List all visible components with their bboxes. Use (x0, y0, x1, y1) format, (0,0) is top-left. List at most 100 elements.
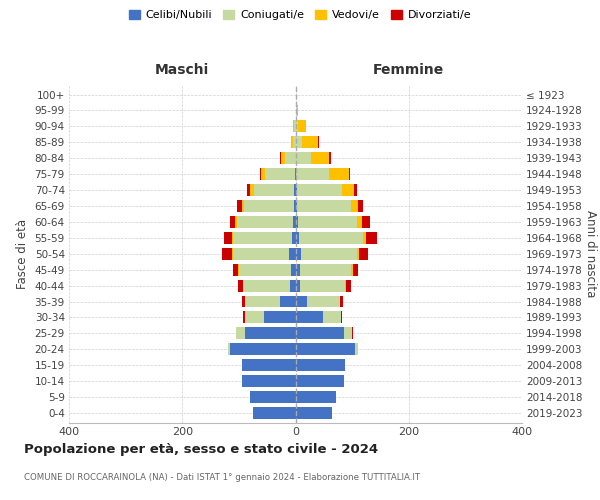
Bar (329, 152, 331, 164)
Bar (261, 168, 265, 180)
Bar (300, 264, 351, 276)
Bar (362, 216, 370, 228)
Bar (242, 375, 296, 387)
Bar (355, 344, 358, 355)
Bar (293, 216, 296, 228)
Bar (296, 359, 346, 371)
Bar (341, 312, 342, 324)
Bar (260, 168, 261, 180)
Bar (233, 232, 292, 244)
Bar (286, 152, 296, 164)
Bar (295, 120, 296, 132)
Bar (296, 391, 336, 403)
Bar (293, 136, 296, 148)
Bar (280, 296, 296, 308)
Text: COMUNE DI ROCCARAINOLA (NA) - Dati ISTAT 1° gennaio 2024 - Elaborazione TUTTITAL: COMUNE DI ROCCARAINOLA (NA) - Dati ISTAT… (24, 472, 420, 482)
Bar (242, 359, 296, 371)
Bar (346, 280, 351, 291)
Bar (239, 264, 291, 276)
Bar (227, 344, 230, 355)
Bar (356, 248, 359, 260)
Bar (296, 296, 307, 308)
Bar (232, 232, 233, 244)
Bar (289, 248, 296, 260)
Bar (244, 280, 290, 291)
Bar (297, 200, 351, 212)
Bar (242, 296, 245, 308)
Text: Popolazione per età, sesso e stato civile - 2024: Popolazione per età, sesso e stato civil… (24, 442, 378, 456)
Bar (245, 312, 265, 324)
Bar (230, 344, 296, 355)
Bar (291, 264, 296, 276)
Bar (296, 344, 355, 355)
Bar (296, 216, 298, 228)
Bar (318, 136, 319, 148)
Bar (301, 248, 356, 260)
Bar (302, 136, 318, 148)
Bar (233, 248, 289, 260)
Bar (222, 248, 232, 260)
Bar (293, 120, 295, 132)
Bar (294, 200, 296, 212)
Bar (299, 232, 363, 244)
Bar (296, 152, 311, 164)
Y-axis label: Fasce di età: Fasce di età (16, 218, 29, 289)
Bar (295, 184, 296, 196)
Bar (296, 312, 323, 324)
Bar (351, 264, 353, 276)
Bar (238, 280, 243, 291)
Bar (296, 232, 299, 244)
Bar (366, 232, 377, 244)
Bar (351, 200, 358, 212)
Bar (298, 216, 357, 228)
Bar (307, 296, 340, 308)
Bar (265, 312, 296, 324)
Bar (224, 232, 232, 244)
Bar (245, 328, 296, 340)
Bar (296, 328, 344, 340)
Text: Femmine: Femmine (373, 64, 445, 78)
Bar (230, 216, 235, 228)
Bar (245, 296, 280, 308)
Bar (363, 232, 366, 244)
Bar (353, 264, 358, 276)
Bar (247, 184, 250, 196)
Bar (237, 200, 242, 212)
Legend: Celibi/Nubili, Coniugati/e, Vedovi/e, Divorziati/e: Celibi/Nubili, Coniugati/e, Vedovi/e, Di… (124, 6, 476, 25)
Bar (296, 136, 302, 148)
Bar (244, 200, 294, 212)
Bar (280, 152, 281, 164)
Bar (296, 407, 332, 419)
Bar (357, 216, 362, 228)
Bar (232, 248, 233, 260)
Bar (296, 120, 298, 132)
Bar (291, 136, 293, 148)
Bar (300, 280, 346, 291)
Bar (296, 104, 298, 117)
Y-axis label: Anni di nascita: Anni di nascita (584, 210, 597, 298)
Bar (296, 375, 344, 387)
Bar (292, 232, 296, 244)
Bar (236, 328, 245, 340)
Bar (323, 312, 341, 324)
Bar (237, 216, 293, 228)
Bar (340, 296, 343, 308)
Bar (290, 280, 296, 291)
Bar (296, 248, 301, 260)
Bar (342, 184, 355, 196)
Bar (296, 184, 342, 196)
Bar (235, 216, 237, 228)
Bar (298, 120, 305, 132)
Bar (233, 264, 238, 276)
Bar (250, 184, 254, 196)
Bar (344, 328, 352, 340)
Bar (296, 200, 297, 212)
Bar (352, 328, 353, 340)
Bar (250, 391, 296, 403)
Bar (355, 184, 357, 196)
Bar (296, 168, 329, 180)
Bar (244, 312, 245, 324)
Bar (242, 200, 244, 212)
Bar (296, 280, 300, 291)
Bar (253, 407, 296, 419)
